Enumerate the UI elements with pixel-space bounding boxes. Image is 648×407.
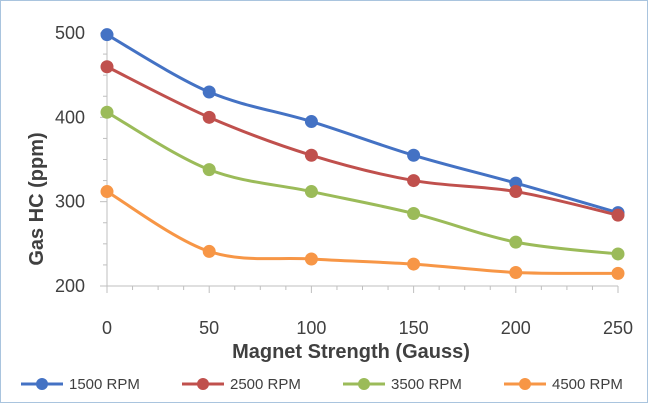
x-tick-label: 50 <box>199 318 219 338</box>
data-point <box>304 148 318 162</box>
data-point <box>407 257 421 271</box>
data-point <box>100 185 114 199</box>
legend-label: 4500 RPM <box>552 376 623 393</box>
legend-label: 1500 RPM <box>69 376 140 393</box>
data-point <box>611 266 625 280</box>
x-tick-label: 150 <box>399 318 429 338</box>
series-line <box>106 33 619 215</box>
axes: 200 300 400 500 0 50 100 150 200 250 <box>55 23 633 338</box>
data-point <box>509 185 523 199</box>
data-point <box>100 28 114 42</box>
data-point <box>304 115 318 129</box>
data-point <box>100 60 114 74</box>
data-point <box>202 163 216 177</box>
y-axis-title: Gas HC (ppm) <box>26 132 48 265</box>
legend: 1500 RPM 2500 RPM 3500 RPM 4500 RPM <box>21 376 623 393</box>
series-1500-rpm <box>100 28 625 220</box>
y-tick-label: 200 <box>55 276 85 296</box>
series-4500-rpm <box>100 185 625 280</box>
data-point <box>509 266 523 280</box>
legend-swatch-marker <box>358 378 370 390</box>
legend-swatch-marker <box>36 378 48 390</box>
data-point <box>100 105 114 119</box>
data-point <box>202 110 216 124</box>
data-point <box>407 148 421 162</box>
data-point <box>304 252 318 266</box>
x-tick-label: 200 <box>501 318 531 338</box>
x-tick-label: 100 <box>296 318 326 338</box>
legend-item: 3500 RPM <box>343 376 462 393</box>
x-tick-label: 0 <box>102 318 112 338</box>
y-tick-label: 300 <box>55 192 85 212</box>
legend-swatch-marker <box>197 378 209 390</box>
data-point <box>611 208 625 222</box>
y-ticks: 200 300 400 500 <box>55 23 107 296</box>
data-point <box>202 244 216 258</box>
data-point <box>304 185 318 199</box>
plot-series <box>100 28 625 280</box>
legend-item: 1500 RPM <box>21 376 140 393</box>
x-ticks: 0 50 100 150 200 250 <box>102 286 633 338</box>
data-point <box>407 206 421 220</box>
series-3500-rpm <box>100 105 625 261</box>
legend-label: 3500 RPM <box>391 376 462 393</box>
series-2500-rpm <box>100 60 625 222</box>
series-line <box>106 65 619 217</box>
data-point <box>611 247 625 261</box>
x-axis-title: Magnet Strength (Gauss) <box>232 341 470 363</box>
x-tick-label: 250 <box>603 318 633 338</box>
data-point <box>202 85 216 99</box>
series-line <box>106 190 619 275</box>
y-tick-label: 400 <box>55 107 85 127</box>
y-tick-label: 500 <box>55 23 85 43</box>
legend-item: 2500 RPM <box>182 376 301 393</box>
data-point <box>407 174 421 188</box>
data-point <box>509 235 523 249</box>
legend-label: 2500 RPM <box>230 376 301 393</box>
series-line <box>106 110 619 256</box>
legend-item: 4500 RPM <box>504 376 623 393</box>
legend-swatch-marker <box>519 378 531 390</box>
